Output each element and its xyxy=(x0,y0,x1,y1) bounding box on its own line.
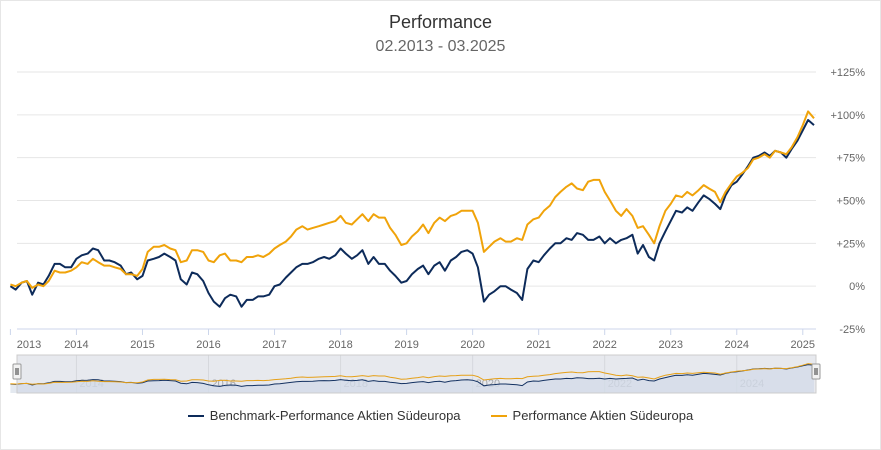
navigator: 201420162018202020222024 xyxy=(10,354,821,394)
x-tick-label: 2024 xyxy=(725,339,749,351)
navigator-line-performance xyxy=(10,363,815,385)
y-tick-label: +125% xyxy=(830,67,865,79)
navigator-line-benchmark xyxy=(10,364,815,387)
legend-item-benchmark[interactable]: Benchmark-Performance Aktien Südeuropa xyxy=(187,408,461,423)
x-tick-label: 2018 xyxy=(328,339,352,351)
y-tick-label: 0% xyxy=(849,281,865,293)
navigator-area xyxy=(10,364,814,393)
legend-swatch-benchmark xyxy=(187,414,204,417)
y-tick-label: +100% xyxy=(830,110,865,122)
x-axis-ticks: 2013 2014 2015 2016 2017 2018 2019 2020 2021 2022… xyxy=(9,328,816,351)
legend-label-benchmark: Benchmark-Performance Aktien Südeuropa xyxy=(209,408,461,423)
legend-swatch-performance xyxy=(490,414,507,417)
x-tick-label: 2013 xyxy=(17,339,41,351)
navigator-handle-right[interactable] xyxy=(811,363,821,380)
chart-title: Performance xyxy=(388,12,493,32)
legend: Benchmark-Performance Aktien Südeuropa P… xyxy=(0,408,881,423)
chart-subtitle: 02.2013 - 03.2025 xyxy=(375,38,506,55)
x-tick-label: 2025 xyxy=(791,339,815,351)
y-tick-label: +50% xyxy=(837,196,866,208)
series-line-performance xyxy=(10,110,815,289)
y-tick-label: +25% xyxy=(837,238,866,250)
y-tick-label: -25% xyxy=(839,324,865,336)
plot-area[interactable] xyxy=(9,110,815,308)
x-tick-label: 2023 xyxy=(658,339,682,351)
legend-item-performance[interactable]: Performance Aktien Südeuropa xyxy=(490,408,694,423)
y-axis-ticks: +125% +100% +75% +50% +25% 0% -25% xyxy=(830,67,865,336)
navigator-selection xyxy=(16,354,817,394)
series-line-benchmark xyxy=(9,119,815,308)
x-tick-label: 2014 xyxy=(64,339,88,351)
navigator-handle-left[interactable] xyxy=(12,363,22,380)
x-tick-label: 2022 xyxy=(592,339,616,351)
x-tick-label: 2019 xyxy=(394,339,418,351)
legend-label-performance: Performance Aktien Südeuropa xyxy=(512,408,694,423)
x-tick-label: 2021 xyxy=(526,339,550,351)
grid-lines xyxy=(17,71,816,330)
x-tick-label: 2017 xyxy=(262,339,286,351)
x-tick-label: 2020 xyxy=(460,339,484,351)
y-tick-label: +75% xyxy=(837,153,866,165)
x-tick-label: 2016 xyxy=(196,339,220,351)
x-tick-label: 2015 xyxy=(130,339,154,351)
